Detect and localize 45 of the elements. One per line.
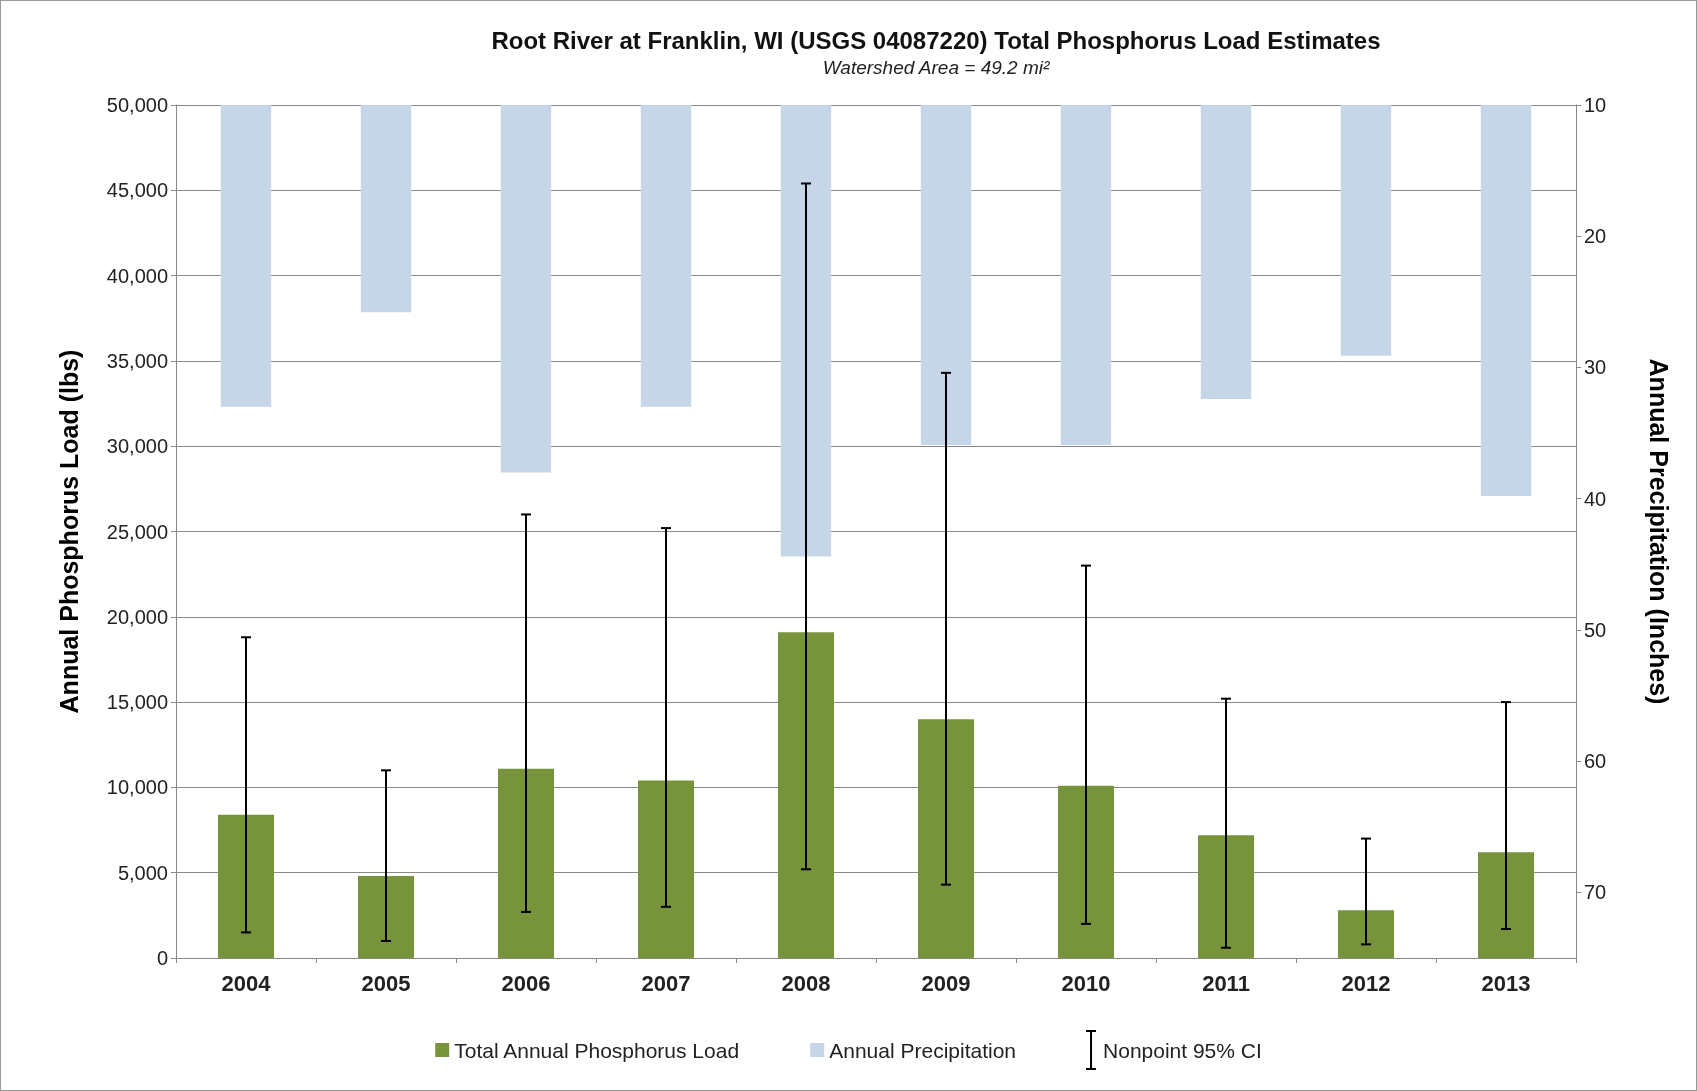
bar bbox=[218, 814, 274, 958]
y2-tick-label: 20 bbox=[1584, 225, 1607, 248]
y-tick-label: 5,000 bbox=[117, 861, 168, 884]
chart-title: Root River at Franklin, WI (USGS 04087220) Total Phosphorus Load Estimates bbox=[491, 26, 1381, 54]
y-tick-label: 20,000 bbox=[106, 605, 168, 628]
y-tick-label: 15,000 bbox=[106, 691, 168, 714]
y-tick-label: 40,000 bbox=[106, 264, 168, 287]
bar bbox=[1478, 852, 1534, 958]
y-tick-label: 30,000 bbox=[106, 435, 168, 458]
bar bbox=[358, 876, 414, 958]
bar bbox=[778, 632, 834, 958]
x-tick-label: 2011 bbox=[1202, 970, 1250, 996]
x-tick-label: 2006 bbox=[501, 970, 551, 996]
bar bbox=[498, 768, 554, 958]
y-tick-label: 25,000 bbox=[106, 520, 168, 543]
x-tick-label: 2005 bbox=[361, 970, 411, 996]
y-tick-label: 45,000 bbox=[106, 179, 168, 202]
y2-axis-title: Annual Precipitation (Inches) bbox=[1644, 358, 1673, 705]
y-tick-label: 35,000 bbox=[106, 349, 168, 372]
x-tick-label: 2012 bbox=[1341, 970, 1391, 996]
legend-label: Total Annual Phosphorus Load bbox=[454, 1038, 740, 1062]
x-tick-label: 2010 bbox=[1061, 970, 1111, 996]
x-tick-label: 2004 bbox=[221, 970, 272, 996]
x-tick-label: 2013 bbox=[1481, 970, 1531, 996]
y2-tick-label: 50 bbox=[1584, 618, 1607, 641]
x-tick-label: 2007 bbox=[641, 970, 691, 996]
text: Nonpoint 95% CI bbox=[1103, 1038, 1262, 1062]
y-axis-title: Annual Phosphorus Load (lbs) bbox=[54, 349, 83, 714]
y2-tick-label: 40 bbox=[1584, 487, 1607, 510]
y-tick-label: 10,000 bbox=[106, 776, 168, 799]
bar bbox=[1198, 835, 1254, 958]
bar bbox=[918, 719, 974, 958]
y2-tick-label: 10 bbox=[1584, 94, 1607, 116]
y2-tick-label: 60 bbox=[1584, 750, 1607, 773]
bar bbox=[1058, 785, 1114, 958]
legend-label: Annual Precipitation bbox=[829, 1038, 1017, 1062]
chart-subtitle: Watershed Area = 49.2 mi² bbox=[822, 57, 1050, 78]
bar bbox=[1338, 910, 1394, 958]
y2-tick-label: 30 bbox=[1584, 356, 1607, 379]
x-tick-label: 2009 bbox=[921, 970, 971, 996]
bar bbox=[638, 780, 694, 958]
x-tick-label: 2008 bbox=[781, 970, 831, 996]
y-tick-label: 0 bbox=[156, 947, 168, 969]
y2-tick-label: 70 bbox=[1584, 881, 1607, 904]
y-tick-label: 50,000 bbox=[106, 94, 168, 116]
